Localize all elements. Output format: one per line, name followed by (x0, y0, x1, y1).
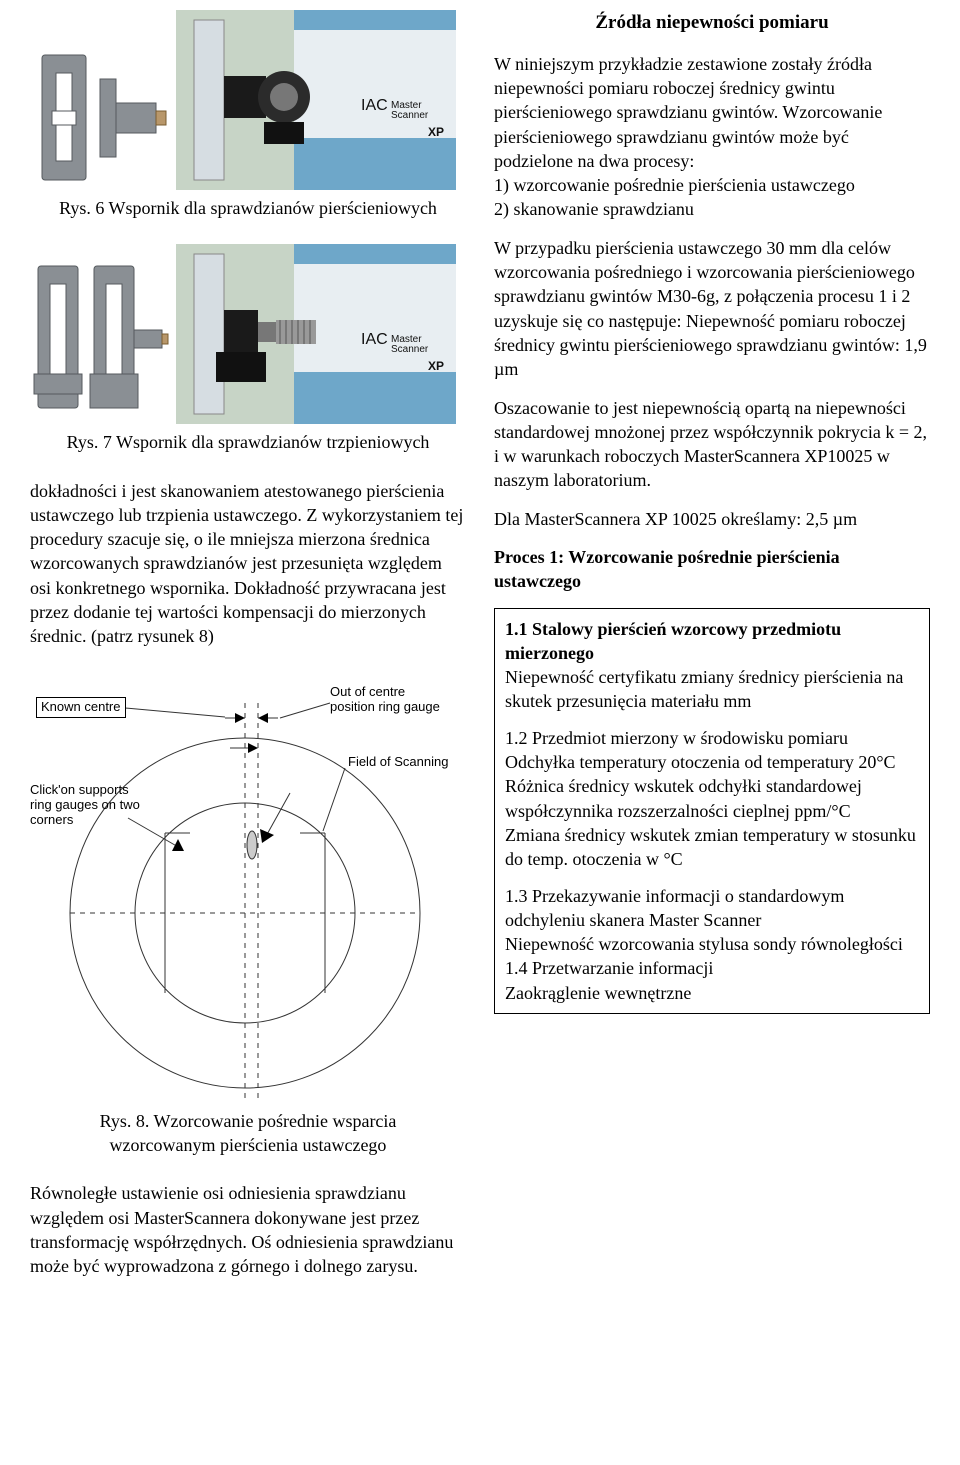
right-p4: Dla MasterScannera XP 10025 określamy: 2… (494, 507, 930, 531)
fig8-label-field: Field of Scanning (348, 755, 458, 770)
box-s14-title: 1.4 Przetwarzanie informacji (505, 956, 919, 980)
box-s14-body: Zaokrąglenie wewnętrzne (505, 981, 919, 1005)
svg-text:Scanner: Scanner (391, 344, 429, 355)
right-p1a: 1) wzorcowanie pośrednie pierścienia ust… (494, 175, 855, 195)
fig6-caption: Rys. 6 Wspornik dla sprawdzianów pierści… (30, 196, 466, 220)
right-p3: Oszacowanie to jest niepewnością opartą … (494, 396, 930, 493)
proc1-heading: Proces 1: Wzorcowanie pośrednie pierście… (494, 545, 930, 594)
svg-text:XP: XP (428, 125, 444, 139)
left-para2: Równoległe ustawienie osi odniesienia sp… (30, 1181, 466, 1278)
fig8-diagram: Known centre Out of centre position ring… (30, 663, 460, 1103)
right-title: Źródła niepewności pomiaru (494, 10, 930, 36)
box-s11-body: Niepewność certyfikatu zmiany średnicy p… (505, 665, 919, 714)
fig6-photo-icon: IAC Master Scanner XP (176, 10, 456, 190)
box-s13-body: Niepewność wzorcowania stylusa sondy rów… (505, 932, 919, 956)
fig8-label-clickon: Click'on supports ring gauges on two cor… (30, 783, 140, 828)
fig7-images: IAC Master Scanner XP (30, 244, 466, 424)
right-p1b: 2) skanowanie sprawdzianu (494, 199, 694, 219)
left-column: IAC Master Scanner XP Rys. 6 Wspornik dl… (30, 10, 466, 1292)
proc1-box: 1.1 Stalowy pierścień wzorcowy przedmiot… (494, 608, 930, 1014)
right-p2: W przypadku pierścienia ustawczego 30 mm… (494, 236, 930, 382)
right-column: Źródła niepewności pomiaru W niniejszym … (494, 10, 930, 1292)
fig8-label-known-centre: Known centre (36, 697, 126, 718)
fig7-caption: Rys. 7 Wspornik dla sprawdzianów trzpien… (30, 430, 466, 454)
fig7-render-icon (30, 254, 170, 424)
box-s11-title: 1.1 Stalowy pierścień wzorcowy przedmiot… (505, 617, 919, 666)
box-s12-body: Odchyłka temperatury otoczenia od temper… (505, 750, 919, 871)
right-p1-block: W niniejszym przykładzie zestawione zost… (494, 52, 930, 222)
fig6-render-icon (30, 45, 170, 190)
svg-text:IAC: IAC (361, 97, 388, 114)
fig8-caption: Rys. 8. Wzorcowanie pośrednie wsparcia w… (30, 1109, 466, 1158)
left-para1: dokładności i jest skanowaniem atestowan… (30, 479, 466, 649)
svg-text:XP: XP (428, 359, 444, 373)
svg-text:IAC: IAC (361, 331, 388, 348)
svg-text:Scanner: Scanner (391, 110, 429, 121)
box-s12-title: 1.2 Przedmiot mierzony w środowisku pomi… (505, 726, 919, 750)
box-s13-title: 1.3 Przekazywanie informacji o standardo… (505, 884, 919, 933)
fig8-label-out-of-centre: Out of centre position ring gauge (330, 685, 450, 715)
fig7-photo-icon: IAC Master Scanner XP (176, 244, 456, 424)
right-p1: W niniejszym przykładzie zestawione zost… (494, 54, 882, 171)
fig6-images: IAC Master Scanner XP (30, 10, 466, 190)
